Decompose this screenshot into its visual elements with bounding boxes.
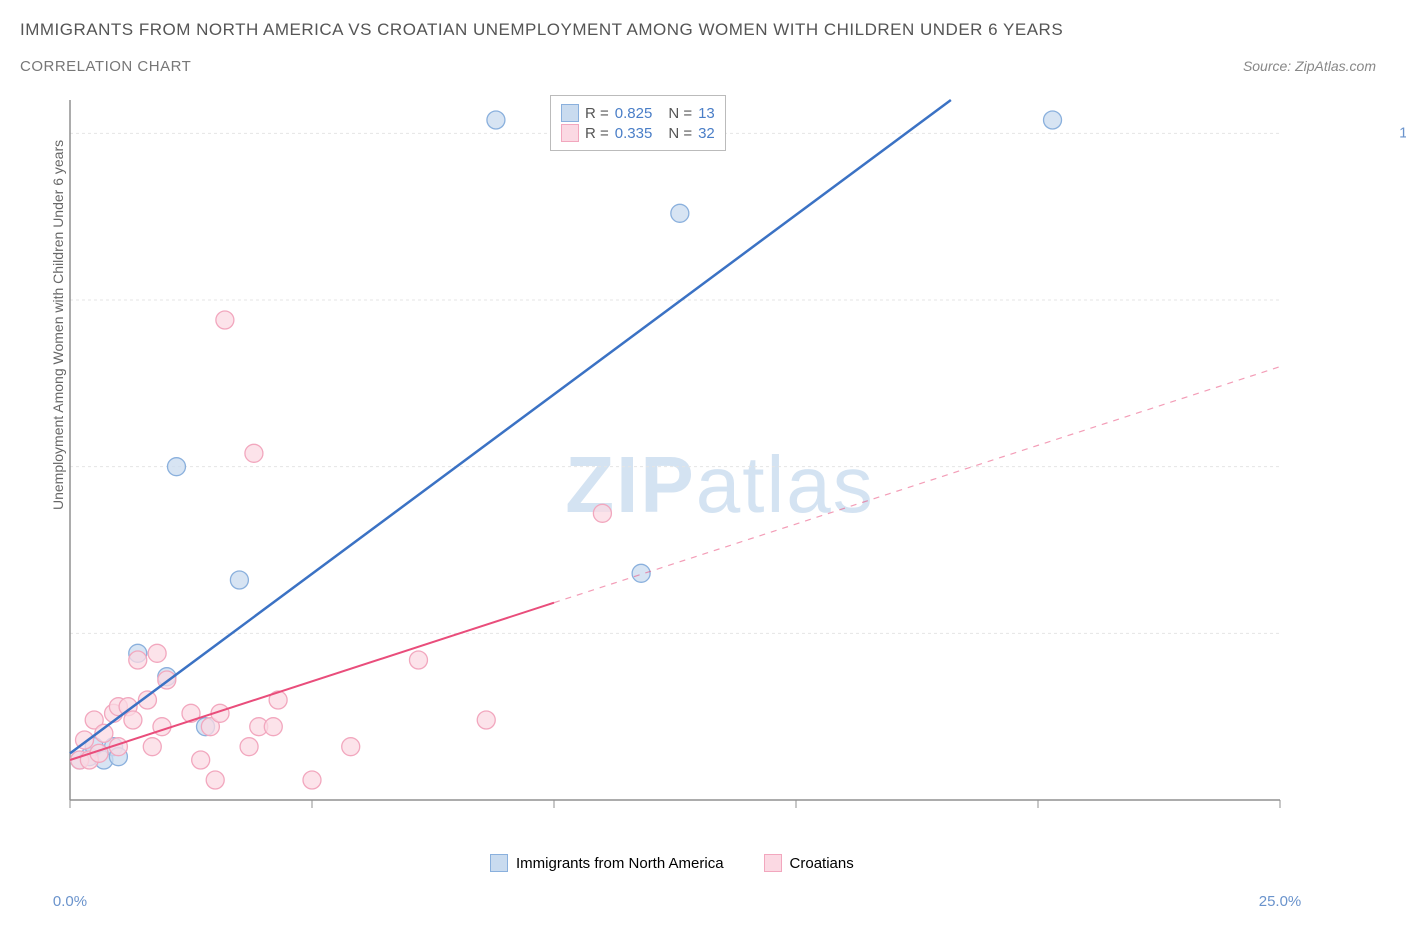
- x-tick-label: 25.0%: [1259, 893, 1302, 910]
- series-legend-item: Immigrants from North America: [490, 854, 724, 872]
- legend-r-label: R =: [585, 105, 609, 122]
- series-legend-item: Croatians: [764, 854, 854, 872]
- legend-n-value: 13: [698, 105, 715, 122]
- legend-n-value: 32: [698, 125, 715, 142]
- correlation-legend-row: R = 0.825 N = 13: [561, 104, 715, 122]
- legend-r-value: 0.825: [615, 105, 653, 122]
- legend-swatch: [764, 854, 782, 872]
- legend-n-label: N =: [668, 105, 692, 122]
- chart-subtitle: CORRELATION CHART: [20, 58, 191, 75]
- scatter-plot: [60, 90, 1290, 830]
- x-tick-label: 0.0%: [53, 893, 87, 910]
- correlation-legend: R = 0.825 N = 13 R = 0.335 N = 32: [550, 95, 726, 151]
- series-legend-label: Croatians: [790, 855, 854, 872]
- legend-swatch: [490, 854, 508, 872]
- source-attribution: Source: ZipAtlas.com: [1243, 58, 1376, 74]
- legend-r-label: R =: [585, 125, 609, 142]
- legend-r-value: 0.335: [615, 125, 653, 142]
- legend-n-label: N =: [668, 125, 692, 142]
- legend-swatch: [561, 104, 579, 122]
- series-legend: Immigrants from North America Croatians: [490, 854, 854, 872]
- correlation-legend-row: R = 0.335 N = 32: [561, 124, 715, 142]
- chart-container: Unemployment Among Women with Children U…: [60, 90, 1380, 880]
- chart-title: IMMIGRANTS FROM NORTH AMERICA VS CROATIA…: [20, 20, 1063, 40]
- series-legend-label: Immigrants from North America: [516, 855, 724, 872]
- y-tick-label: 100.0%: [1399, 125, 1406, 142]
- legend-swatch: [561, 124, 579, 142]
